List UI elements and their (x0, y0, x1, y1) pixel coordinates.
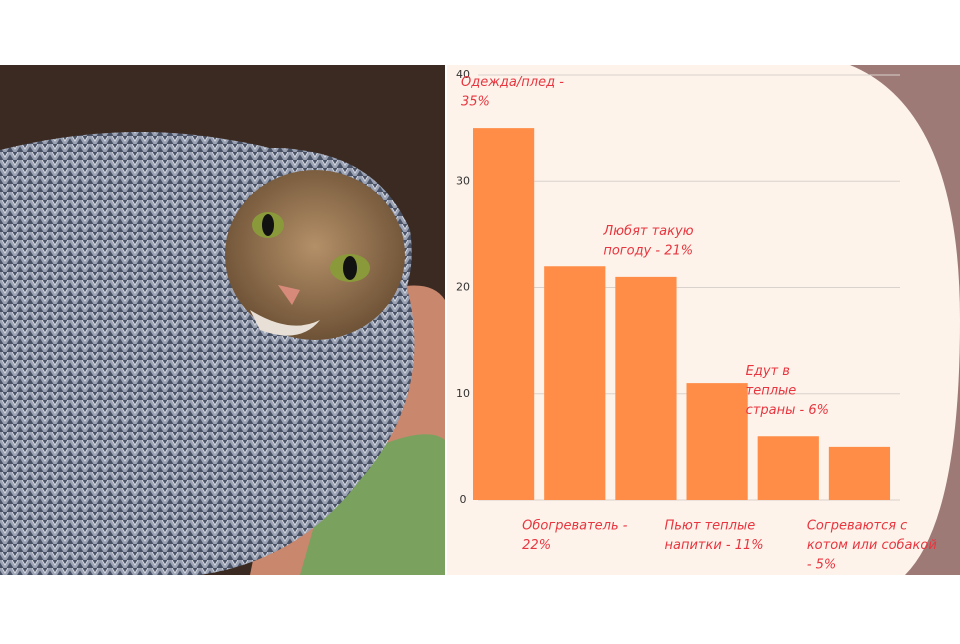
y-tick-label: 30 (456, 174, 470, 187)
value-label: напитки - 11% (665, 538, 764, 553)
value-label: Едут в (746, 364, 790, 379)
value-label: Пьют теплые (665, 519, 756, 534)
value-label: - 5% (807, 558, 836, 573)
bar (828, 446, 891, 500)
value-label: теплые (746, 383, 797, 398)
bar (473, 128, 535, 500)
value-label: котом или собакой (807, 538, 937, 553)
value-label: Обогреватель - (522, 519, 628, 534)
value-label: Любят такую (602, 224, 693, 239)
cat-photo (0, 65, 445, 575)
y-tick-label: 20 (456, 281, 470, 294)
bar (615, 276, 677, 500)
bar (544, 266, 606, 500)
value-label: Согреваются с (807, 519, 908, 534)
y-tick-label: 0 (460, 493, 467, 506)
value-label: Одежда/плед - (461, 75, 564, 90)
bar (757, 436, 819, 500)
value-label: 35% (461, 95, 490, 110)
value-label: погоду - 21% (603, 243, 693, 258)
y-tick-label: 10 (456, 387, 470, 400)
bar (686, 383, 748, 500)
value-label: 22% (522, 538, 551, 553)
value-label: страны - 6% (746, 403, 829, 418)
y-tick-label: 40 (456, 68, 470, 81)
